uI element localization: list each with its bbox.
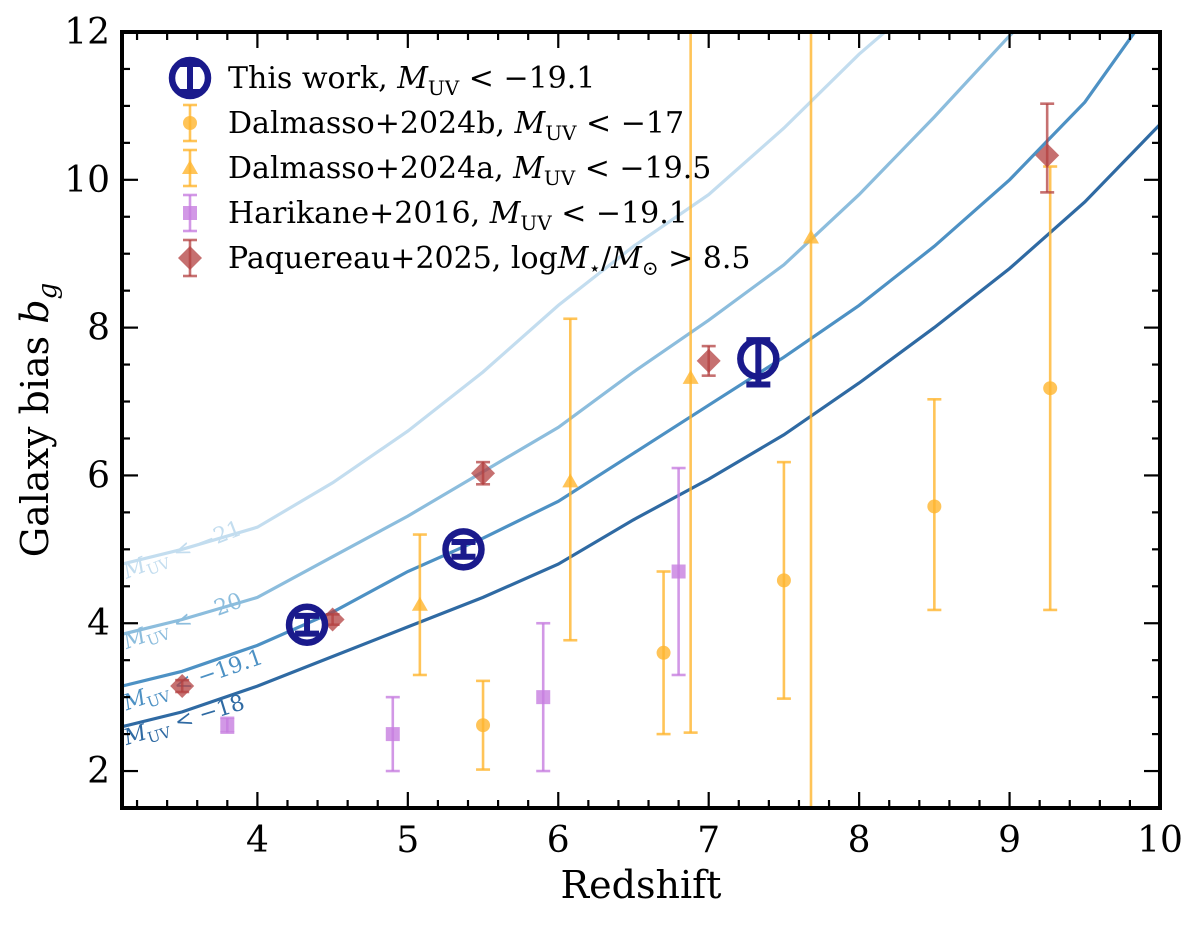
legend-label: Dalmasso+2024a, MUV < −19.5 (228, 151, 711, 190)
x-tick-label: 4 (246, 820, 269, 861)
legend: This work, MUV < −19.1 Dalmasso+2024b, MU… (168, 56, 751, 280)
y-axis-label: Galaxy bias bg (13, 283, 63, 558)
curve-m-uv-20 (122, 32, 1016, 636)
legend-label: This work, MUV < −19.1 (228, 61, 595, 100)
legend-label: Paquereau+2025, logM⋆/M⊙ > 8.5 (228, 241, 751, 280)
point-paquereau-2025-logm-m-8-5-2 (471, 460, 496, 486)
point-dalmasso-2024a-m-uv-19-5-1 (562, 317, 579, 642)
point-this-work-m-uv-19-1-2 (737, 337, 780, 388)
y-tick-label: 8 (87, 308, 110, 349)
point-harikane-2016-m-uv-19-1-3 (671, 466, 686, 677)
point-this-work-m-uv-19-1-0 (285, 603, 329, 646)
y-tick-label: 12 (64, 12, 110, 53)
point-dalmasso-2024a-m-uv-19-5-2 (682, 32, 699, 734)
point-paquereau-2025-logm-m-8-5-3 (696, 344, 721, 377)
point-paquereau-2025-logm-m-8-5-4 (1035, 102, 1060, 194)
x-axis-label: Redshift (561, 863, 722, 907)
curve-label-m-uv-20: MUV < −20 (119, 589, 247, 658)
point-this-work-m-uv-19-1-1 (442, 528, 485, 571)
x-tick-label: 6 (547, 820, 570, 861)
axis-ticks: 4 5 6 7 8 9 10 2 4 6 8 10 12 (64, 12, 1183, 861)
model-curves (122, 32, 1160, 729)
x-tick-label: 7 (697, 820, 720, 861)
point-dalmasso-2024a-m-uv-19-5-0 (411, 533, 428, 677)
curve-label-m-uv-21: MUV < −21 (119, 516, 247, 587)
legend-item-dalmasso-2024a-m-uv-19-5: Dalmasso+2024a, MUV < −19.5 (182, 148, 711, 190)
point-harikane-2016-m-uv-19-1-2 (536, 621, 551, 773)
y-tick-label: 4 (87, 603, 110, 644)
point-harikane-2016-m-uv-19-1-1 (385, 695, 400, 773)
point-dalmasso-2024a-m-uv-19-5-3 (802, 32, 819, 808)
legend-label: Harikane+2016, MUV < −19.1 (228, 196, 688, 235)
curve-m-uv-21 (122, 32, 888, 566)
legend-label: Dalmasso+2024b, MUV < −17 (228, 106, 684, 145)
point-dalmasso-2024b-m-uv-17-4 (1043, 165, 1058, 612)
point-dalmasso-2024b-m-uv-17-2 (776, 460, 791, 700)
legend-item-dalmasso-2024b-m-uv-17: Dalmasso+2024b, MUV < −17 (183, 103, 684, 145)
point-dalmasso-2024b-m-uv-17-1 (656, 570, 671, 736)
svg-text:Galaxy bias bg: Galaxy bias bg (13, 283, 63, 558)
x-tick-label: 8 (848, 820, 871, 861)
y-tick-label: 10 (64, 160, 110, 201)
curve-m-uv-18 (122, 123, 1160, 729)
legend-item-harikane-2016-m-uv-19-1: Harikane+2016, MUV < −19.1 (183, 193, 688, 235)
legend-item-paquereau-2025-logm-m-8-5: Paquereau+2025, logM⋆/M⊙ > 8.5 (178, 238, 751, 280)
point-dalmasso-2024b-m-uv-17-0 (476, 679, 491, 771)
plot-frame (120, 30, 1162, 810)
point-harikane-2016-m-uv-19-1-0 (220, 716, 235, 734)
point-paquereau-2025-logm-m-8-5-0 (170, 674, 195, 699)
x-tick-label: 5 (396, 820, 419, 861)
x-tick-label: 9 (998, 820, 1021, 861)
y-tick-label: 6 (87, 455, 110, 496)
legend-item-this-work-m-uv-19-1: This work, MUV < −19.1 (168, 56, 595, 100)
point-dalmasso-2024b-m-uv-17-3 (927, 398, 942, 612)
data-points (170, 32, 1060, 808)
curve-m-uv-19-1 (122, 32, 1137, 688)
x-tick-label: 10 (1137, 820, 1183, 861)
y-tick-label: 2 (87, 751, 110, 792)
